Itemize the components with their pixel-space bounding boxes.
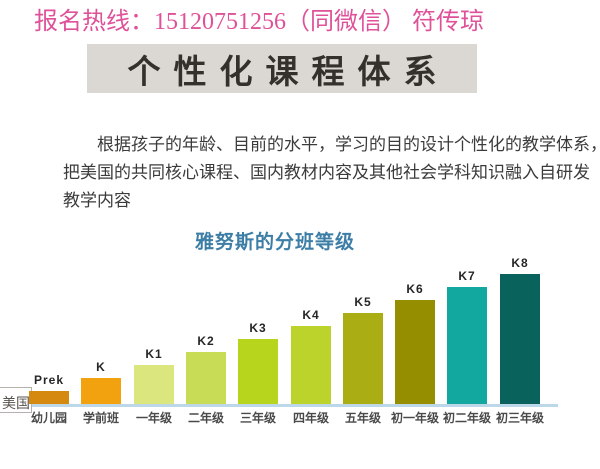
bar-label-K2: K2 xyxy=(197,334,215,348)
category-label-6: 四年级 xyxy=(292,411,329,425)
page-title-banner: 个性化课程体系 xyxy=(87,44,477,93)
bar-label-K7: K7 xyxy=(458,269,476,283)
bar-label-K: K xyxy=(96,360,106,374)
bar-K5 xyxy=(343,313,383,404)
intro-line-2: 把美国的共同核心课程、国内教材内容及其他社会学科知识融入自研发 xyxy=(63,163,590,182)
intro-line-1: 根据孩子的年龄、目前的水平，学习的目的设计个性化的教学体系， xyxy=(97,135,600,154)
bar-K7 xyxy=(447,287,487,404)
category-label-1: 幼儿园 xyxy=(30,411,67,425)
bar-K xyxy=(81,378,121,404)
bar-label-K4: K4 xyxy=(302,308,320,322)
bar-label-K3: K3 xyxy=(249,321,267,335)
page-title: 个性化课程体系 xyxy=(127,52,450,90)
bar-K4 xyxy=(291,326,331,404)
chart-title: 雅努斯的分班等级 xyxy=(195,232,356,253)
bar-label-K1: K1 xyxy=(145,347,163,361)
category-label-4: 二年级 xyxy=(187,411,224,425)
category-label-9: 初二年级 xyxy=(442,411,491,425)
bar-K3 xyxy=(238,339,278,404)
category-label-7: 五年级 xyxy=(344,411,381,425)
bar-label-Prek: Prek xyxy=(33,373,65,387)
bar-label-K8: K8 xyxy=(511,256,529,270)
country-label: 美国 xyxy=(2,395,30,411)
category-label-2: 学前班 xyxy=(82,411,119,425)
category-label-10: 初三年级 xyxy=(495,411,544,425)
x-axis-line xyxy=(26,404,558,407)
category-label-3: 一年级 xyxy=(135,411,172,425)
bar-label-K5: K5 xyxy=(354,295,372,309)
bar-label-K6: K6 xyxy=(406,282,424,296)
bar-K1 xyxy=(134,365,174,404)
category-label-8: 初一年级 xyxy=(390,411,439,425)
bar-K6 xyxy=(395,300,435,404)
country-label-box xyxy=(0,387,32,413)
hotline-text: 报名热线：15120751256（同微信） 符传琼 xyxy=(34,9,484,35)
intro-line-3: 教学内容 xyxy=(63,191,131,210)
bar-Prek xyxy=(29,391,69,404)
intro-paragraph: 根据孩子的年龄、目前的水平，学习的目的设计个性化的教学体系， 把美国的共同核心课… xyxy=(63,131,600,215)
category-label-5: 三年级 xyxy=(239,411,276,425)
bar-K2 xyxy=(186,352,226,404)
bar-K8 xyxy=(500,274,540,404)
